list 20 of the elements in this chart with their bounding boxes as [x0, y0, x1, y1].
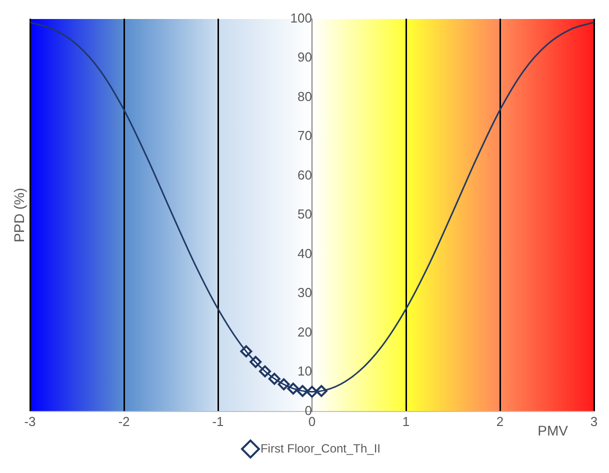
- y-tick-label: 30: [298, 285, 312, 300]
- y-tick-label: 0: [304, 402, 312, 418]
- x-tick-label: 2: [496, 414, 504, 429]
- y-tick-label: 80: [298, 88, 312, 104]
- y-tick-label: 70: [298, 128, 312, 144]
- x-tick-label: -3: [24, 414, 36, 429]
- x-tick-label: 3: [590, 414, 598, 429]
- x-tick-label: -2: [118, 414, 130, 429]
- y-tick-label: 60: [298, 167, 312, 182]
- x-tick-label: 1: [402, 414, 410, 429]
- y-axis-title: PPD (%): [10, 188, 27, 242]
- y-tick-label: 50: [298, 206, 312, 222]
- y-tick-label: 40: [298, 246, 312, 261]
- y-tick-label: 10: [298, 364, 312, 379]
- x-axis-title: PMV: [538, 422, 569, 438]
- y-tick-label: 20: [298, 324, 312, 340]
- y-tick-label: 90: [298, 50, 312, 65]
- legend-label: First Floor_Cont_Th_II: [260, 441, 381, 456]
- x-tick-label: -1: [212, 414, 224, 429]
- y-tick-label: 100: [290, 10, 312, 26]
